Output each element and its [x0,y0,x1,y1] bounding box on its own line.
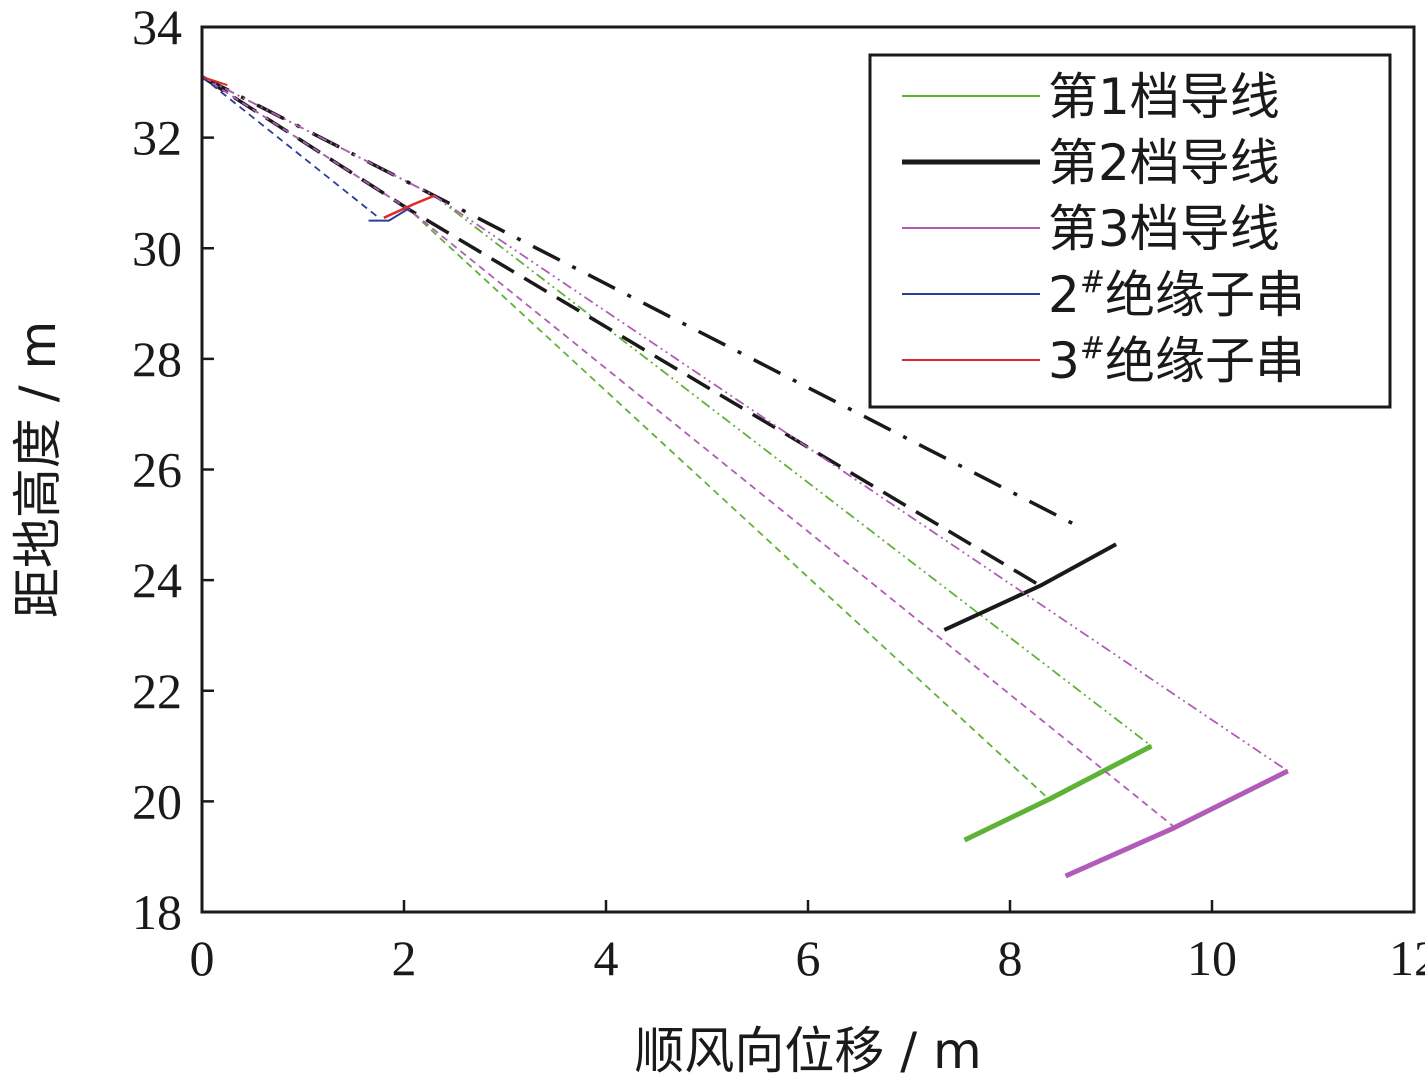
y-tick-label: 34 [132,0,182,55]
legend-label-text: 绝缘子串 [1105,266,1305,324]
y-tick-label: 32 [132,110,182,166]
series-layer [201,75,1289,879]
ticks-layer: 024681012182022242628303234 [132,0,1425,986]
legend-label: 3#绝缘子串 [1048,331,1305,390]
x-tick-label: 12 [1389,930,1425,986]
legend-label-text: 绝缘子串 [1105,332,1305,390]
y-tick-label: 26 [132,442,182,498]
series-line-ins2-diag [201,76,380,219]
x-tick-label: 0 [190,930,215,986]
y-axis-label: 距地高度 / m [9,321,67,618]
legend-label: 2#绝缘子串 [1048,265,1305,324]
x-tick-label: 4 [594,930,619,986]
series-line-ins3-top [201,75,228,87]
legend-box [868,53,1392,409]
legend-label-text: 2 [1048,266,1080,324]
legend-label-text: 第1档导线 [1048,68,1280,126]
series-line-ins3 [383,194,435,219]
legend-label: 第1档导线 [1048,68,1280,126]
y-tick-label: 20 [132,773,182,829]
series-line-seg1-end [963,743,1153,843]
y-tick-label: 24 [132,552,182,608]
series-line-seg3-end [1064,768,1289,879]
series-line-ins2 [368,207,410,222]
x-tick-label: 6 [796,930,821,986]
y-tick-label: 18 [132,884,182,940]
series-line-seg2-end [943,542,1118,632]
legend-label: 第2档导线 [1048,134,1280,192]
legend-label: 第3档导线 [1048,200,1280,258]
x-axis-label: 顺风向位移 / m [634,1022,981,1080]
y-tick-label: 22 [132,663,182,719]
legend-label-text: 第2档导线 [1048,134,1280,192]
x-tick-label: 8 [998,930,1023,986]
y-tick-label: 30 [132,220,182,276]
x-tick-label: 2 [392,930,417,986]
legend-label-superscript: # [1080,265,1105,300]
plot-frame [200,25,1416,914]
x-tick-label: 10 [1187,930,1237,986]
legend-label-superscript: # [1080,331,1105,366]
legend-label-text: 3 [1048,332,1080,390]
legend-label-text: 第3档导线 [1048,200,1280,258]
y-tick-label: 28 [132,331,182,387]
